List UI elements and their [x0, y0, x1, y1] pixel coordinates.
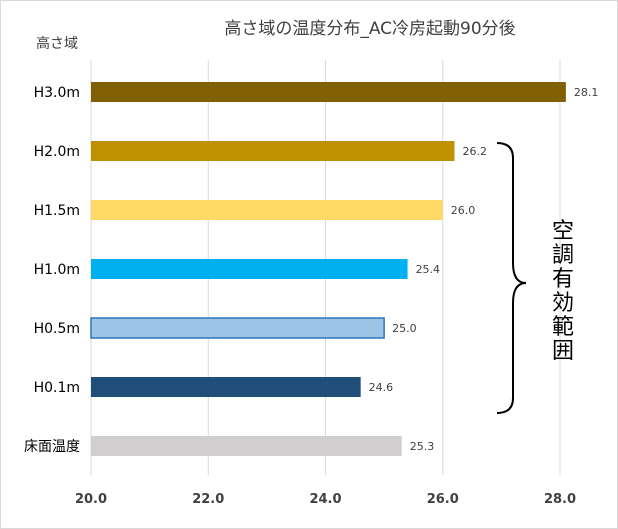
data-label: 26.0	[451, 204, 476, 217]
category-label: H1.5m	[34, 203, 80, 219]
x-tick-label: 26.0	[427, 492, 459, 507]
bar	[91, 200, 443, 220]
brace-annotation: 空調有効範囲	[551, 219, 574, 364]
y-axis-caption: 高さ域	[36, 36, 78, 52]
range-brace	[496, 142, 527, 414]
category-label: H3.0m	[34, 85, 80, 101]
bar	[91, 377, 361, 397]
bar	[91, 82, 566, 102]
category-label: H1.0m	[34, 262, 80, 278]
x-tick-labels: 20.0 22.0 24.0 26.0 28.0	[75, 492, 576, 507]
x-tick-label: 28.0	[544, 492, 576, 507]
data-label: 25.3	[410, 440, 435, 453]
data-label: 24.6	[369, 381, 394, 394]
bar	[91, 259, 408, 279]
bar	[91, 141, 455, 161]
category-label: H2.0m	[34, 144, 80, 160]
x-tick-label: 22.0	[192, 492, 224, 507]
data-label: 25.4	[416, 263, 441, 276]
bar	[91, 436, 402, 456]
category-label: 床面温度	[24, 439, 80, 455]
data-label: 26.2	[462, 145, 487, 158]
bars	[90, 82, 566, 456]
data-labels: 28.1 26.2 26.0 25.4 25.0 24.6 25.3	[369, 86, 599, 453]
x-tick-label: 24.0	[309, 492, 341, 507]
data-label: 28.1	[574, 86, 599, 99]
category-label: H0.1m	[34, 380, 80, 396]
x-tick-label: 20.0	[75, 492, 107, 507]
category-label: H0.5m	[34, 321, 80, 337]
bar	[90, 317, 385, 339]
category-labels: H3.0m H2.0m H1.5m H1.0m H0.5m H0.1m 床面温度	[24, 85, 80, 455]
data-label: 25.0	[392, 322, 417, 335]
chart-title: 高さ域の温度分布_AC冷房起動90分後	[224, 19, 516, 39]
